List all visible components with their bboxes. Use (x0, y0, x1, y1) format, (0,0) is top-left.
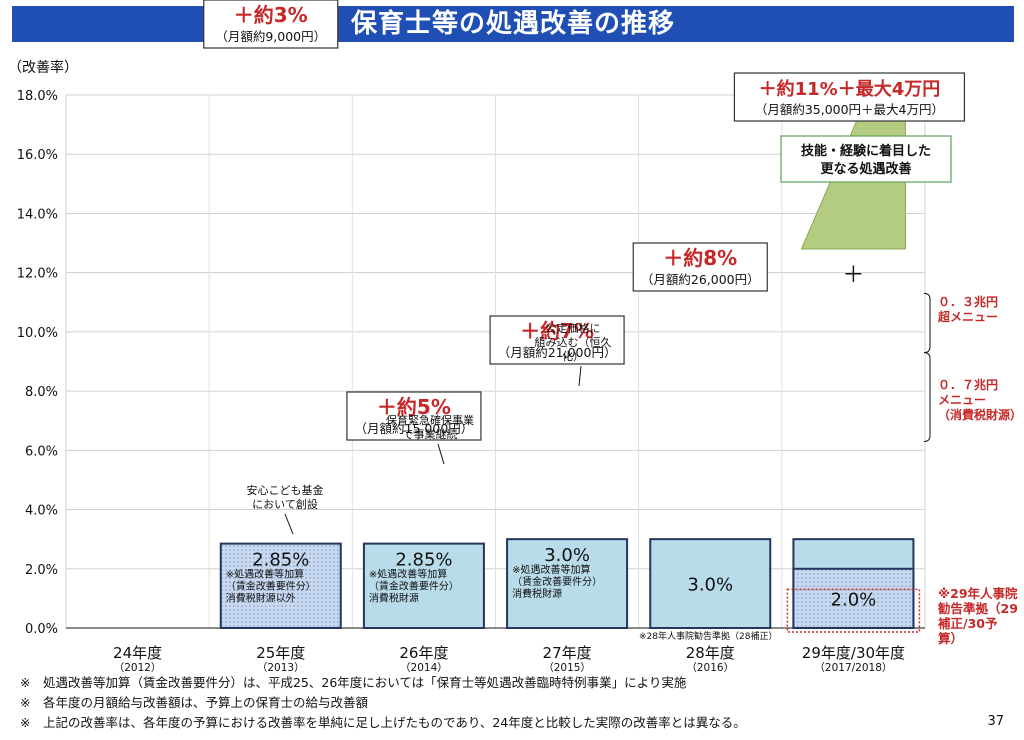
increase-callout-box (346, 391, 482, 441)
green-callout-text: 更なる処遇改善 (820, 161, 911, 177)
bar-segment-note: 消費税財源 (512, 587, 562, 600)
y-tick-label: 4.0% (25, 504, 58, 519)
y-tick-label: 18.0% (17, 89, 58, 104)
increase-callout-box (203, 0, 339, 49)
y-tick-labels: 0.0% 2.0% 4.0% 6.0% 8.0% 10.0% 12.0% 14.0% 16.0%… (17, 89, 58, 637)
right-annotation-text: 算） (938, 631, 963, 646)
bracket (923, 352, 931, 442)
bar-segment-note: （賃金改善要件分） (226, 580, 316, 593)
right-annotation-text: メニュー (938, 393, 986, 407)
increase-callout-sub: （月額約15,000円） (355, 421, 474, 436)
y-tick-label: 16.0% (17, 148, 58, 163)
increase-callout-box (489, 315, 625, 365)
bar-segment-note: 消費税財源以外 (226, 592, 296, 605)
bar-segment-note: （賃金改善要件分） (512, 575, 602, 588)
x-tick-label: 29年度/30年度 (802, 644, 905, 662)
bar-value-label: 2.85% (395, 550, 452, 571)
increase-callout-box (733, 72, 966, 122)
bar-segment-note: 消費税財源 (369, 592, 419, 605)
annotation-text: で事業継続 (403, 427, 458, 441)
bar-segment (649, 538, 772, 630)
bar-segment-note: （賃金改善要件分） (369, 580, 459, 593)
x-tick-label: 24年度 (113, 644, 162, 662)
right-annotation-text: ０．３兆円 (938, 294, 998, 309)
annotation-text: 組み込む（恒久 (535, 336, 612, 349)
increase-callout-main: ＋約3% (234, 3, 308, 27)
annotation-text: 化） (562, 349, 584, 363)
bar-value-label: 2.85% (252, 550, 309, 571)
right-annotation-text: （消費税財源） (938, 407, 1022, 422)
bar-value-label: 3.0% (687, 575, 733, 596)
bar-segment (362, 542, 485, 630)
y-tick-label: 0.0% (25, 622, 58, 637)
page-title: 保育士等の処遇改善の推移 (12, 6, 1014, 42)
increase-callout-sub: （月額約35,000円＋最大4万円） (755, 102, 944, 117)
increase-callout-main: ＋約7% (520, 319, 594, 343)
bar-segment (792, 567, 915, 629)
bar-segment-note: ※処遇改善等加算 (226, 568, 304, 581)
y-tick-label: 6.0% (25, 444, 58, 459)
increase-callout-main: ＋約11%＋最大4万円 (759, 78, 941, 100)
increase-callout-sub: （月額約21,000円） (498, 345, 617, 360)
x-tick-label: 27年度 (543, 644, 592, 662)
bar-segment-note: ※処遇改善等加算 (512, 563, 590, 576)
plus-sign: ＋ (842, 263, 864, 288)
footnote-2: ※ 各年度の月額給与改善額は、予算上の保育士の給与改善額 (20, 695, 368, 710)
annotation-arrow (578, 365, 582, 387)
x-tick-sublabel: （2017/2018） (814, 662, 892, 674)
y-axis-label: （改善率） (8, 59, 78, 76)
right-annotation-text: ０．７兆円 (938, 377, 998, 392)
footnote-1: ※ 処遇改善等加算（賃金改善要件分）は、平成25、26年度においては「保育士等処… (20, 675, 687, 690)
increase-callout-sub: （月額約9,000円） (215, 29, 326, 44)
note-28-label: ※28年人事院勧告準拠（28補正） (639, 630, 777, 642)
annotation-text: 安心こども基金 (247, 483, 324, 497)
annotation-arrow (437, 443, 445, 465)
x-tick-sublabel: （2013） (257, 662, 305, 674)
y-tick-label: 10.0% (17, 326, 58, 341)
x-tick-label: 28年度 (686, 644, 735, 662)
bracket (923, 292, 931, 354)
y-tick-label: 12.0% (17, 267, 58, 282)
x-tick-sublabel: （2016） (686, 662, 734, 674)
bars: 2.85%※処遇改善等加算（賃金改善要件分）消費税財源以外2.0%※26年人事院… (219, 538, 921, 633)
increase-callout-sub: （月額約26,000円） (641, 272, 760, 287)
bar-segment-note: ※処遇改善等加算 (369, 568, 447, 581)
increase-callout-main: ＋約8% (663, 246, 737, 270)
x-tick-label: 25年度 (256, 644, 305, 662)
bar-value-label: 3.0% (544, 545, 590, 566)
annotation-text: 保育緊急確保事業 (386, 413, 474, 427)
footnote-3: ※ 上記の改善率は、各年度の予算における改善率を単純に足し上げたものであり、24… (20, 715, 746, 730)
green-callout-text: 技能・経験に着目した (801, 143, 931, 159)
x-tick-sublabel: （2014） (400, 662, 448, 674)
bar-segment (219, 542, 342, 630)
increase-callout-main: ＋約5% (377, 395, 451, 419)
right-annotation-text: 補正/30予 (937, 616, 998, 631)
green-callout-box (780, 135, 952, 183)
y-tick-label: 14.0% (17, 207, 58, 222)
right-annotation-text: 勧告準拠（29 (938, 601, 1018, 616)
y-tick-label: 2.0% (25, 563, 58, 578)
highlight-box (786, 588, 921, 633)
annotation-text: 公定価格に (546, 321, 601, 335)
x-tick-label: 26年度 (399, 644, 448, 662)
right-annotation-text: ※29年人事院 (938, 586, 1018, 601)
callouts: ＋約3% （月額約9,000円） ＋約5% （月額約15,000円） ＋約7% （月額約2… (203, 0, 966, 642)
bar-value-label: 2.0% (831, 589, 877, 610)
bar-segment (506, 538, 629, 630)
x-tick-sublabel: （2012） (114, 662, 162, 674)
right-annotation-text: 超メニュー (937, 309, 998, 324)
annotation-arrow (284, 513, 294, 535)
x-tick-sublabel: （2015） (543, 662, 591, 674)
annotation-text: において創設 (252, 497, 318, 511)
y-tick-label: 8.0% (25, 385, 58, 400)
page-number: 37 (987, 714, 1004, 729)
x-tick-labels: 24年度（2012） 25年度（2013） 26年度（2014） 27年度（2015）… (113, 644, 905, 674)
increase-callout-box (632, 242, 768, 292)
